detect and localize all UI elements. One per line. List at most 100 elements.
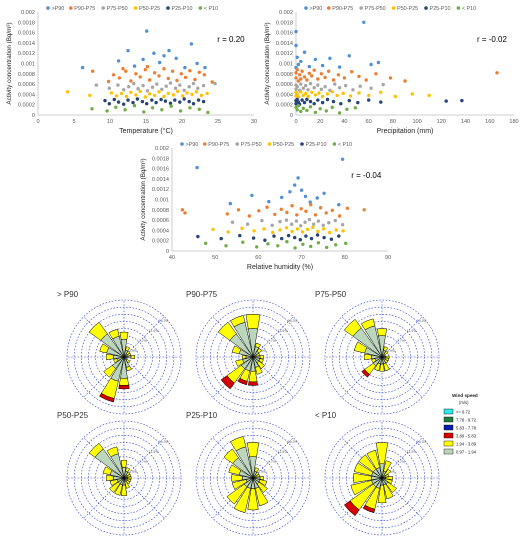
data-point xyxy=(381,82,385,87)
rose-petal xyxy=(259,354,264,360)
data-point xyxy=(284,218,289,222)
rose-petal xyxy=(379,363,385,372)
data-point xyxy=(341,229,345,233)
data-point xyxy=(126,48,130,53)
legend-class-label: 1.94 - 3.89 xyxy=(456,441,477,446)
data-point xyxy=(369,86,373,90)
data-point xyxy=(141,83,145,88)
data-point xyxy=(285,240,289,244)
data-point xyxy=(140,99,145,104)
rose-petal xyxy=(126,352,132,357)
x-tick-label: 70 xyxy=(298,255,304,261)
legend-class-label: 3.89 - 5.83 xyxy=(456,433,477,438)
data-point xyxy=(299,109,303,114)
y-tick-label: 0.0004 xyxy=(276,92,293,98)
data-point xyxy=(307,217,312,222)
data-point xyxy=(324,109,328,113)
data-point xyxy=(296,62,301,67)
series-6 xyxy=(204,240,348,250)
rose-petal xyxy=(105,353,114,361)
data-point xyxy=(247,214,251,218)
data-point xyxy=(302,75,307,79)
data-point xyxy=(138,75,142,79)
data-point xyxy=(340,223,345,227)
data-point xyxy=(123,108,127,112)
legend-label: >P90 xyxy=(186,142,199,148)
x-tick-label: 0 xyxy=(294,119,297,125)
data-point xyxy=(135,97,140,101)
wind-rose-6: < P10 3.9% 7.7% 11.5% 15.3% xyxy=(315,411,440,536)
data-point xyxy=(164,84,168,88)
data-point xyxy=(178,100,182,104)
data-point xyxy=(310,74,314,78)
data-point xyxy=(295,97,299,102)
data-point xyxy=(134,93,138,97)
data-point xyxy=(319,87,324,92)
rose-petal xyxy=(242,354,247,360)
data-point xyxy=(182,97,186,101)
data-point xyxy=(278,219,282,224)
x-tick-label: 20 xyxy=(317,119,323,125)
data-point xyxy=(91,69,95,73)
data-point xyxy=(183,75,188,80)
y-tick-label: 0.002 xyxy=(155,146,169,152)
data-point xyxy=(308,99,313,104)
data-point xyxy=(299,207,303,211)
x-tick-label: 160 xyxy=(485,119,494,125)
data-point xyxy=(138,89,142,94)
data-point xyxy=(109,91,114,95)
rose-petal xyxy=(383,483,394,500)
data-point xyxy=(304,234,308,238)
data-point xyxy=(116,83,120,87)
legend-marker xyxy=(166,6,170,10)
data-point xyxy=(271,230,275,235)
wind-rose-title: P75-P50 xyxy=(315,290,347,299)
rose-petal xyxy=(126,473,132,478)
data-point xyxy=(311,225,315,229)
wind-rose-5: P25-P10 3.9% 7.7% 11.5% 15.3% xyxy=(186,411,311,536)
data-point xyxy=(278,228,282,232)
data-point xyxy=(119,91,124,96)
data-point xyxy=(362,20,366,24)
data-point xyxy=(257,209,261,213)
x-axis-title: Temperature (°C) xyxy=(119,127,173,135)
data-point xyxy=(280,236,284,241)
data-point xyxy=(330,208,334,212)
legend-class-label: 7.78 - 9.72 xyxy=(456,417,477,422)
data-point xyxy=(300,230,305,234)
y-tick-label: 0.0008 xyxy=(276,72,293,78)
y-tick-label: 0.001 xyxy=(21,62,35,68)
x-tick-label: 0 xyxy=(36,119,39,125)
data-point xyxy=(240,226,244,230)
y-tick-label: 0 xyxy=(32,113,35,119)
rose-petal xyxy=(361,369,370,378)
ring-label: 3.9% xyxy=(258,349,266,353)
ring-label: 11.5% xyxy=(149,450,158,454)
rose-petal xyxy=(383,362,390,372)
legend-marker xyxy=(198,6,203,10)
data-point xyxy=(145,64,150,69)
series-3 xyxy=(94,81,217,93)
data-point xyxy=(305,78,309,82)
data-point xyxy=(197,70,201,75)
data-point xyxy=(170,69,175,73)
data-point xyxy=(312,222,316,226)
rose-petal xyxy=(256,347,263,354)
ring xyxy=(73,427,175,529)
data-point xyxy=(334,228,338,232)
x-tick-label: 80 xyxy=(390,119,396,125)
data-point xyxy=(312,68,316,72)
rose-petal xyxy=(226,483,248,505)
data-point xyxy=(145,102,149,106)
rose-petal xyxy=(118,384,130,390)
data-point xyxy=(348,94,353,98)
data-point xyxy=(236,208,241,212)
series-6 xyxy=(294,104,357,115)
data-point xyxy=(310,90,314,95)
rose-petal xyxy=(353,462,374,476)
y-tick-label: 0.0006 xyxy=(18,82,35,88)
data-point xyxy=(196,86,200,90)
x-tick-label: 80 xyxy=(342,255,348,261)
x-tick-label: 180 xyxy=(509,119,518,125)
data-point xyxy=(301,242,305,246)
